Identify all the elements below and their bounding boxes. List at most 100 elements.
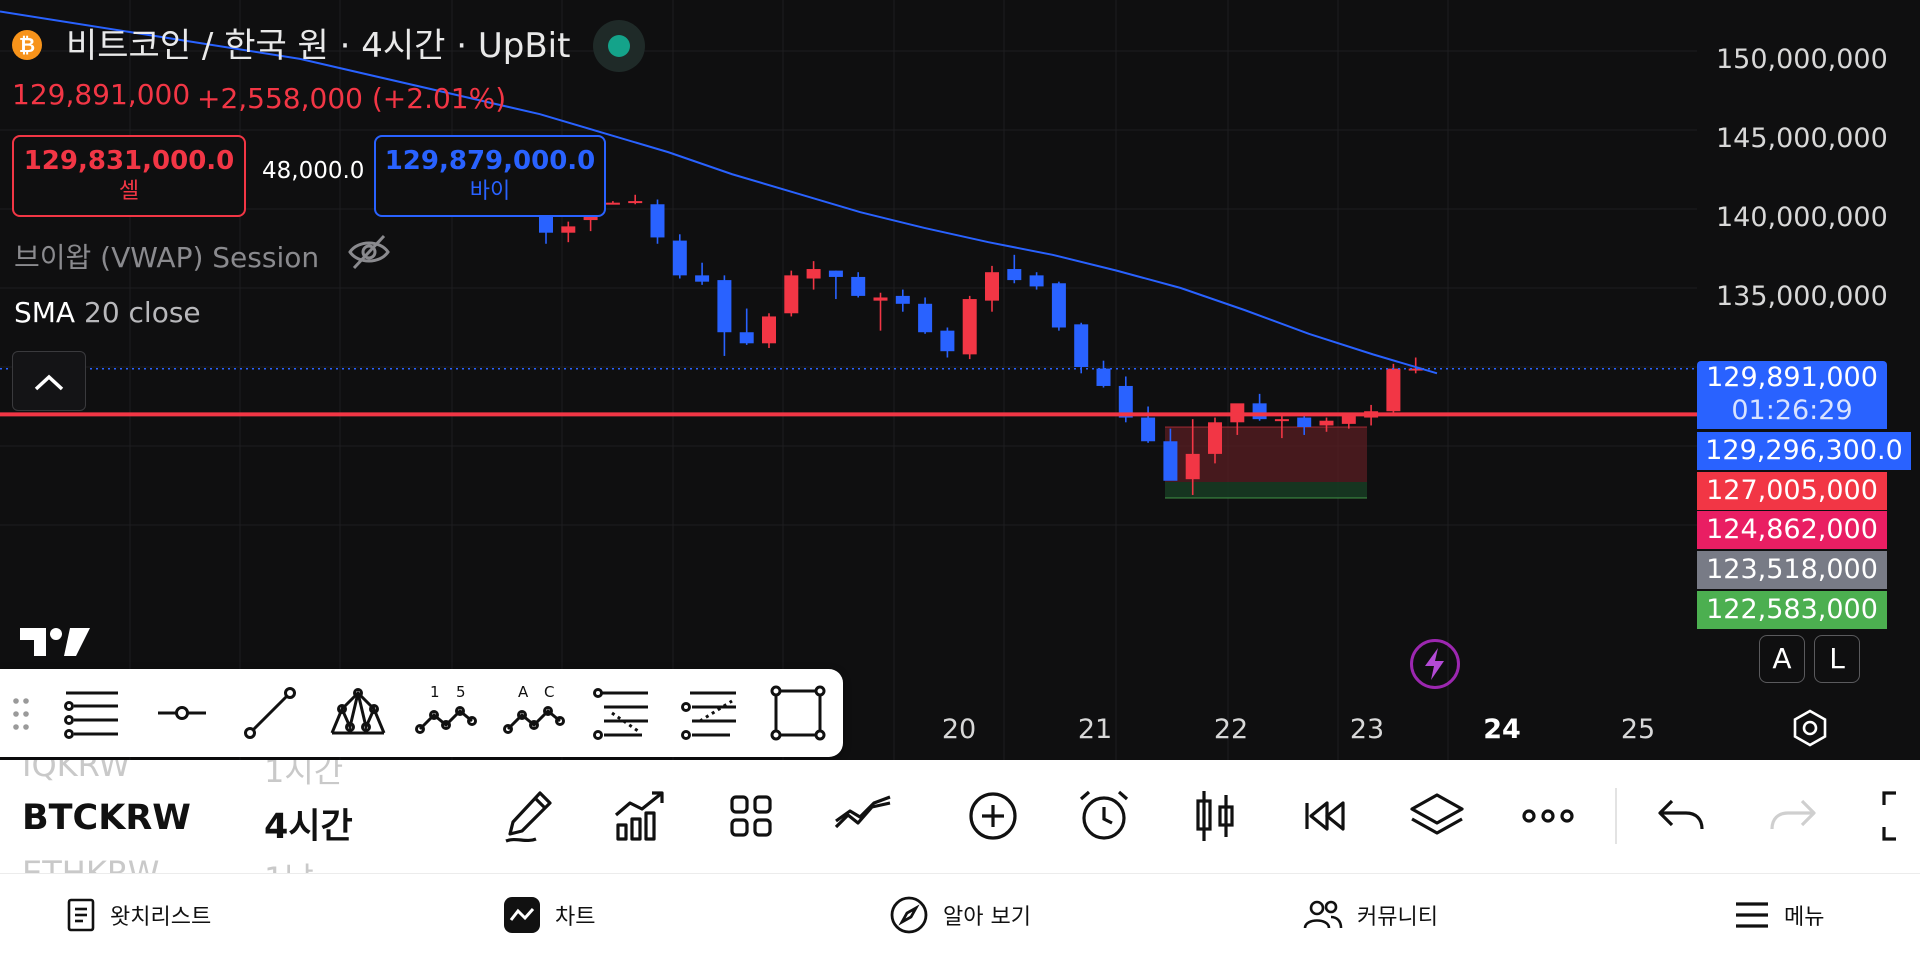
buy-price: 129,879,000.0 (384, 146, 596, 176)
last-price-tag[interactable]: 129,891,000 01:26:29 (1697, 361, 1887, 429)
price-axis-label: 140,000,000 (1716, 202, 1888, 233)
candle (985, 265, 999, 312)
candle (873, 292, 888, 331)
horizontal-lines-icon[interactable] (60, 681, 124, 745)
watchlist-interval[interactable]: 1날 (264, 854, 314, 873)
price-chart[interactable] (0, 0, 1920, 760)
watchlist-symbol[interactable]: IQKRW (22, 760, 131, 784)
chart-area[interactable]: ₿ 비트코인 / 한국 원 · 4시간 · UpBit 129,891,000 … (0, 0, 1920, 760)
compare-icon[interactable] (832, 785, 894, 847)
candle-body (1051, 283, 1066, 328)
nav-menu[interactable]: 메뉴 (1734, 874, 1824, 956)
alarm-icon[interactable] (1073, 785, 1135, 847)
candle (1029, 272, 1044, 290)
rectangle-icon[interactable] (766, 681, 830, 745)
chart-settings-icon[interactable] (1788, 706, 1832, 750)
pattern-icon[interactable] (326, 681, 390, 745)
candle-body (784, 275, 799, 314)
chevron-up-icon (34, 374, 64, 391)
bar-countdown: 01:26:29 (1731, 395, 1853, 426)
candle (650, 199, 665, 244)
auto-scale-button[interactable]: A (1759, 635, 1805, 683)
date-axis-label: 24 (1483, 714, 1521, 745)
market-status-icon[interactable] (593, 20, 645, 72)
candle (895, 289, 910, 312)
candle (1074, 322, 1089, 374)
undo-icon[interactable] (1650, 785, 1712, 847)
abcd-label-end: C (544, 683, 554, 701)
nav-chart[interactable]: 차트 (503, 874, 595, 956)
add-icon[interactable] (962, 785, 1024, 847)
watchlist-symbol[interactable]: ETHKRW (22, 854, 160, 873)
pencil-icon[interactable] (498, 785, 560, 847)
date-axis-label: 22 (1213, 714, 1249, 745)
candles-icon[interactable] (1184, 785, 1246, 847)
nav-community[interactable]: 커뮤니티 (1303, 874, 1438, 956)
candle-body (851, 276, 866, 296)
candle-body (1274, 419, 1289, 422)
eye-off-icon[interactable] (346, 232, 392, 272)
watchlist-carousel[interactable]: IQKRW 1시간 BTCKRW 4시간 ETHKRW 1날 (0, 760, 480, 873)
redo-icon[interactable] (1762, 785, 1824, 847)
candle-body (695, 275, 710, 282)
watchlist-symbol-active[interactable]: BTCKRW (22, 798, 191, 838)
indicator-sma-label[interactable]: SMA 20 close (14, 296, 201, 329)
watchlist-interval[interactable]: 1시간 (264, 760, 344, 790)
candle (1163, 428, 1178, 481)
templates-icon[interactable] (720, 785, 782, 847)
trend-line-icon[interactable] (238, 681, 302, 745)
candle-body (828, 270, 843, 277)
candle (962, 295, 977, 360)
candle-body (1386, 368, 1401, 412)
green-price-tag[interactable]: 122,583,000 (1697, 591, 1887, 629)
indicators-icon[interactable] (608, 785, 670, 847)
gray-price-tag[interactable]: 123,518,000 (1697, 551, 1887, 589)
fullscreen-icon[interactable] (1878, 785, 1920, 847)
price-change: +2,558,000 (+2.01%) (197, 82, 507, 115)
symbol-title[interactable]: 비트코인 / 한국 원 · 4시간 · UpBit (66, 26, 571, 66)
hline-price-tag[interactable]: 127,005,000 (1697, 472, 1887, 510)
indicator-vwap-label[interactable]: 브이왑 (VWAP) Session (14, 241, 320, 274)
candle-body (985, 272, 999, 301)
candle-body (1319, 420, 1334, 426)
bitcoin-icon: ₿ (12, 30, 42, 60)
sma-price-tag[interactable]: 129,296,300.0 (1697, 432, 1911, 470)
candle (628, 194, 643, 205)
lightning-icon[interactable] (1410, 639, 1460, 689)
layers-icon[interactable] (1406, 785, 1468, 847)
horizontal-ray-icon[interactable] (150, 681, 214, 745)
last-price: 129,891,000 (12, 78, 191, 111)
replay-icon[interactable] (1295, 785, 1357, 847)
elliott-label-end: 5 (456, 683, 466, 701)
candle (1185, 419, 1200, 495)
fib-retracement-icon[interactable] (590, 681, 654, 745)
toolbar-divider (1615, 788, 1617, 844)
candle-body (962, 299, 977, 355)
date-axis-label: 25 (1620, 714, 1656, 745)
buy-button[interactable]: 129,879,000.0 바이 (374, 135, 606, 217)
candle (695, 262, 710, 285)
candle (1274, 414, 1289, 439)
candle (1319, 417, 1334, 432)
candle (851, 272, 866, 298)
watchlist-interval-active[interactable]: 4시간 (264, 807, 353, 847)
indicator-sma-params: 20 close (84, 296, 201, 329)
nav-watchlist[interactable]: 왓치리스트 (66, 874, 211, 956)
collapse-legend-button[interactable] (12, 351, 86, 411)
chart-grid (0, 0, 1697, 760)
bottom-toolbar[interactable]: IQKRW 1시간 BTCKRW 4시간 ETHKRW 1날 (0, 760, 1920, 873)
bottom-navigation[interactable]: 왓치리스트 차트 알아 보기 커뮤니티 메뉴 (0, 873, 1920, 956)
alert-price-tag[interactable]: 124,862,000 (1697, 511, 1887, 549)
candle-body (940, 330, 955, 352)
log-scale-button[interactable]: L (1814, 635, 1860, 683)
candle-body (672, 240, 687, 276)
nav-explore[interactable]: 알아 보기 (889, 874, 1031, 956)
sell-button[interactable]: 129,831,000.0 셀 (12, 135, 246, 217)
candle-body (1185, 453, 1200, 480)
more-icon[interactable] (1517, 785, 1579, 847)
drag-handle-icon[interactable] (10, 695, 32, 733)
fib-channel-icon[interactable] (678, 681, 742, 745)
